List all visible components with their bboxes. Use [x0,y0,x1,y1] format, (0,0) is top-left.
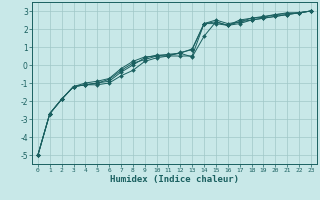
X-axis label: Humidex (Indice chaleur): Humidex (Indice chaleur) [110,175,239,184]
